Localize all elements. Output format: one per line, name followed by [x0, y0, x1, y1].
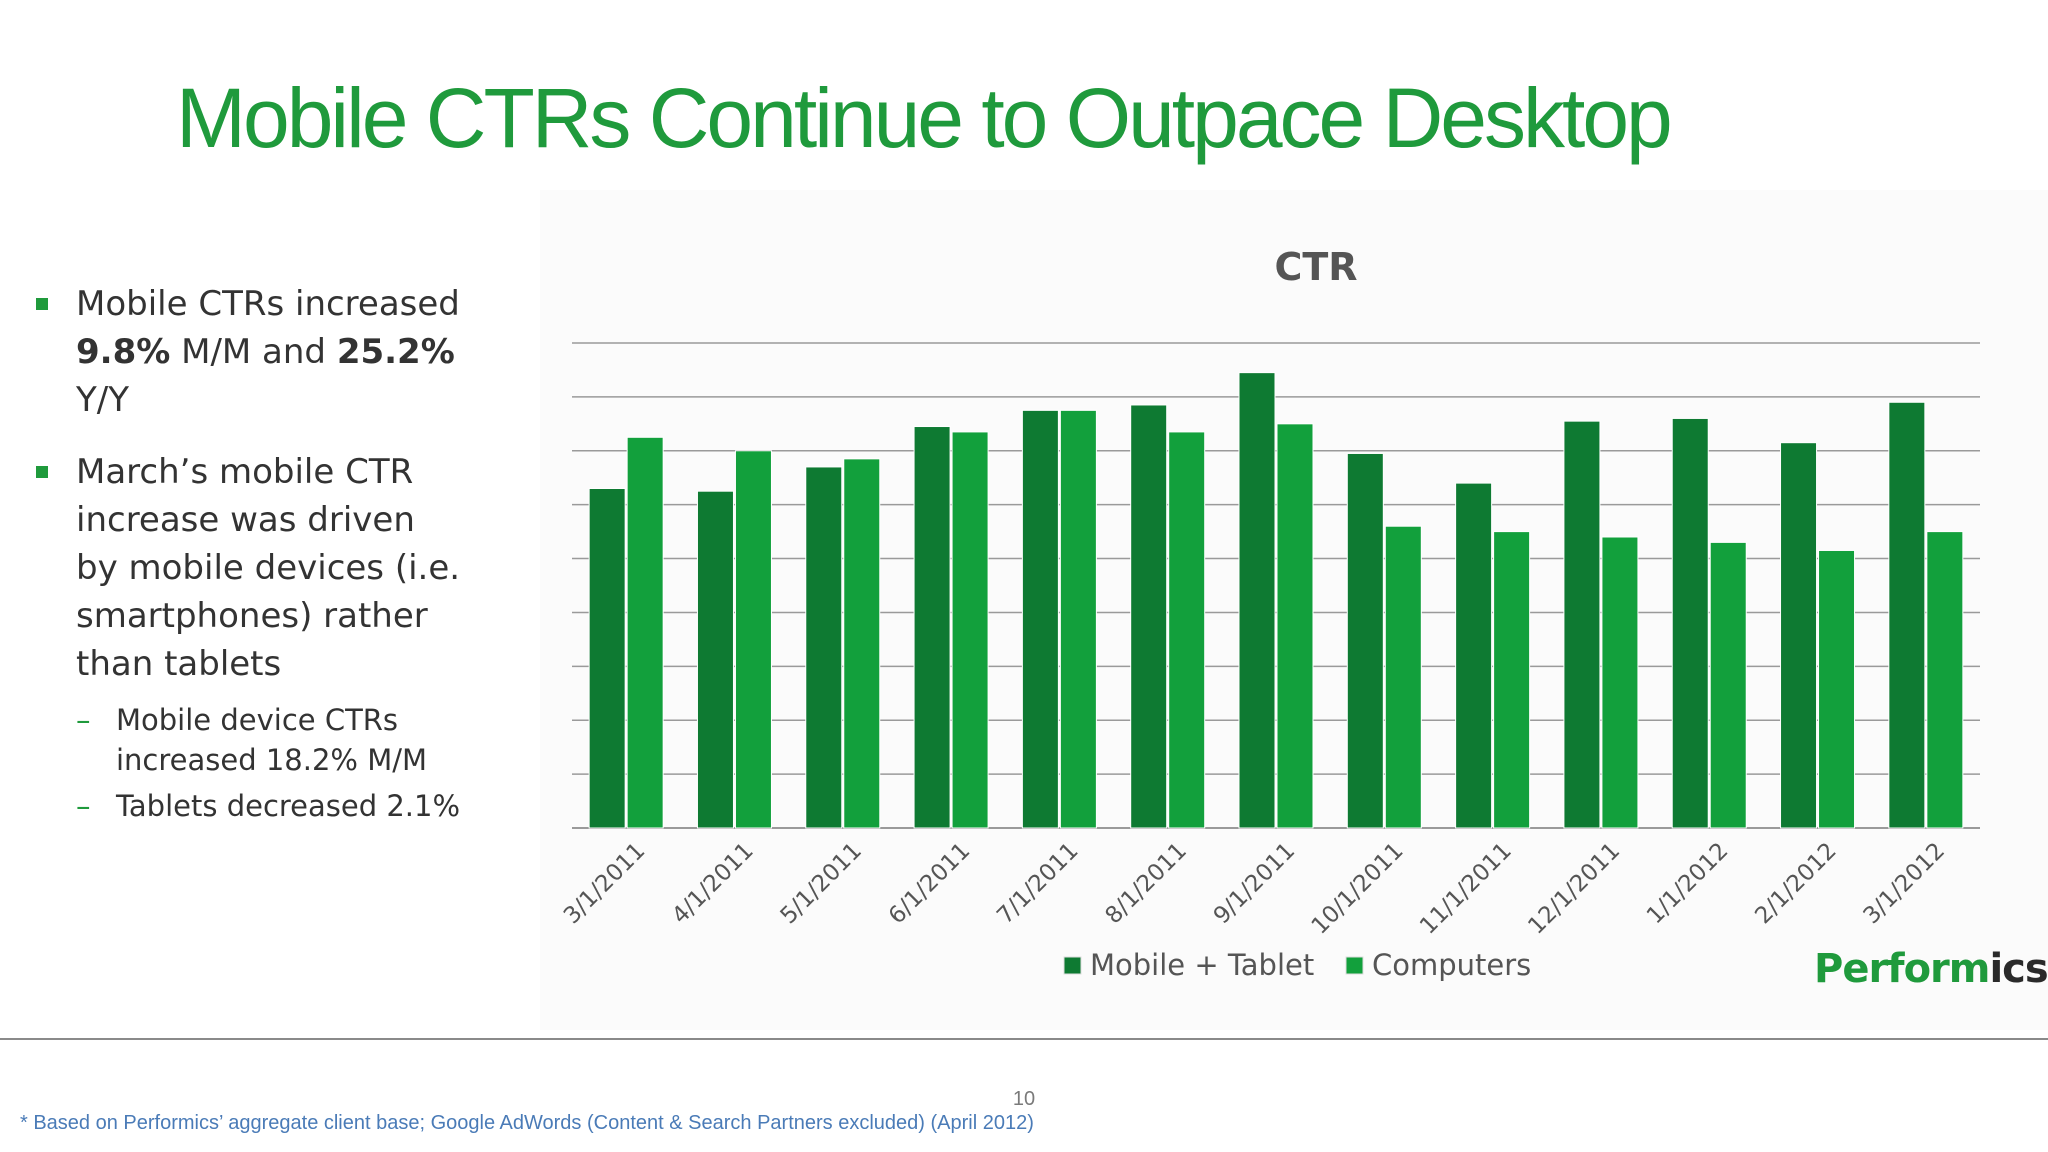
- x-tick-label: 6/1/2011: [884, 838, 975, 929]
- ctr-bar-chart: CTR 3/1/2011 4/1/2011 5/1/2011 6/1/2011 7/1/2…: [559, 245, 1980, 982]
- x-tick-label: 12/1/2011: [1523, 838, 1625, 940]
- bullet-square-icon: [36, 298, 48, 310]
- bar-computers: [1601, 536, 1639, 829]
- bar-mobile-tablet: [1780, 442, 1818, 829]
- legend-swatch-computers: [1345, 956, 1364, 975]
- bullet-list: Mobile CTRs increased 9.8% M/M and 25.2%…: [36, 280, 466, 844]
- bar-computers: [1059, 409, 1097, 829]
- bullet-text-pre: Mobile CTRs increased: [76, 284, 460, 324]
- bar-computers: [1276, 423, 1314, 829]
- sub-bullet-tablets: – Tablets decreased 2.1%: [36, 786, 466, 826]
- bar-mobile-tablet: [588, 488, 626, 829]
- bar-computers: [734, 450, 772, 829]
- page-number: 10: [1012, 1088, 1036, 1110]
- bar-computers: [1709, 541, 1747, 829]
- bullet-text-post: Y/Y: [76, 380, 129, 420]
- x-tick-label: 2/1/2012: [1750, 838, 1841, 929]
- bar-computers: [1818, 549, 1856, 829]
- x-tick-label: 3/1/2012: [1859, 838, 1950, 929]
- x-tick-label: 5/1/2011: [776, 838, 867, 929]
- bar-mobile-tablet: [805, 466, 843, 829]
- bar-mobile-tablet: [1455, 482, 1493, 829]
- dash-icon: –: [76, 703, 91, 737]
- bullet-item-mobile-ctr: Mobile CTRs increased 9.8% M/M and 25.2%…: [36, 280, 466, 424]
- logo-accent-text: ics: [1989, 946, 2048, 992]
- dash-icon: –: [76, 789, 91, 823]
- bar-mobile-tablet: [1021, 409, 1059, 829]
- bar-mobile-tablet: [1563, 420, 1601, 829]
- bar-mobile-tablet: [1238, 372, 1276, 829]
- x-tick-label: 11/1/2011: [1415, 838, 1517, 940]
- bullet-bold-mm: 9.8%: [76, 332, 171, 372]
- x-tick-label: 9/1/2011: [1209, 838, 1300, 929]
- sub-bullet-text: Tablets decreased 2.1%: [116, 789, 461, 823]
- bar-computers: [843, 458, 881, 829]
- bar-mobile-tablet: [1130, 404, 1168, 829]
- bullet-square-icon: [36, 466, 48, 478]
- footer-divider: [0, 1038, 2048, 1040]
- bar-computers: [626, 436, 664, 829]
- chart-title: CTR: [1274, 245, 1357, 289]
- x-tick-label: 8/1/2011: [1100, 838, 1191, 929]
- bar-computers: [951, 431, 989, 829]
- bar-mobile-tablet: [696, 490, 734, 829]
- bar-computers: [1168, 431, 1206, 829]
- sub-bullet-mobile-device: – Mobile device CTRs increased 18.2% M/M: [36, 700, 466, 780]
- x-tick-label: 1/1/2012: [1642, 838, 1733, 929]
- legend-label-computers: Computers: [1372, 948, 1531, 982]
- x-tick-label: 4/1/2011: [667, 838, 758, 929]
- performics-logo: Performics: [1814, 946, 2048, 992]
- x-tick-label: 3/1/2011: [559, 838, 650, 929]
- legend-swatch-mobile-tablet: [1063, 956, 1082, 975]
- sub-bullet-text: Mobile device CTRs increased 18.2% M/M: [116, 703, 428, 777]
- logo-main-text: Perform: [1814, 946, 1990, 992]
- legend-label-mobile-tablet: Mobile + Tablet: [1090, 948, 1314, 982]
- bar-computers: [1493, 531, 1531, 829]
- bar-mobile-tablet: [1671, 417, 1709, 829]
- bar-computers: [1384, 525, 1422, 829]
- slide-title: Mobile CTRs Continue to Outpace Desktop: [176, 71, 1673, 165]
- x-tick-label: 10/1/2011: [1307, 838, 1409, 940]
- bar-mobile-tablet: [1888, 401, 1926, 829]
- bar-mobile-tablet: [913, 426, 951, 829]
- bullet-bold-yy: 25.2%: [336, 332, 455, 372]
- bullet-item-march-driver: March’s mobile CTR increase was driven b…: [36, 448, 466, 688]
- bar-computers: [1926, 531, 1964, 829]
- bullet-text-mid: M/M and: [170, 332, 337, 372]
- bullet-text: March’s mobile CTR increase was driven b…: [76, 452, 461, 684]
- bar-mobile-tablet: [1346, 452, 1384, 829]
- footnote: * Based on Performics’ aggregate client …: [20, 1112, 1034, 1134]
- x-tick-label: 7/1/2011: [992, 838, 1083, 929]
